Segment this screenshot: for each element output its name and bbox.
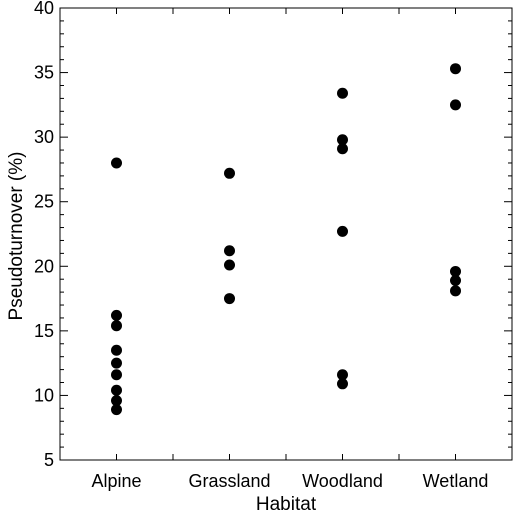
- data-point: [337, 87, 348, 99]
- data-point: [450, 285, 461, 297]
- data-point: [337, 369, 348, 381]
- data-points: [111, 63, 461, 416]
- y-axis-label: Pseudoturnover (%): [6, 152, 27, 321]
- y-tick-label: 30: [34, 127, 54, 147]
- data-point: [224, 245, 235, 257]
- y-tick-label: 10: [34, 385, 54, 405]
- y-tick-label: 35: [34, 63, 54, 83]
- data-point: [450, 274, 461, 286]
- data-point: [111, 404, 122, 416]
- data-point: [111, 384, 122, 396]
- data-point: [337, 225, 348, 237]
- x-tick-labels: Alpine Grassland Woodland Wetland: [91, 471, 488, 491]
- plot-frame: [59, 7, 513, 461]
- data-point: [224, 259, 235, 271]
- data-point: [111, 320, 122, 332]
- data-point: [337, 143, 348, 155]
- data-point: [337, 378, 348, 390]
- data-point: [450, 99, 461, 111]
- data-point: [450, 265, 461, 277]
- y-tick-label: 15: [34, 321, 54, 341]
- data-point: [111, 344, 122, 356]
- y-tick-label: 25: [34, 192, 54, 212]
- x-minor-ticks: [116, 8, 456, 460]
- y-tick-label: 40: [34, 0, 54, 18]
- x-tick-label: Alpine: [91, 471, 141, 491]
- data-point: [224, 167, 235, 179]
- y-tick-label: 5: [44, 450, 54, 470]
- x-tick-label: Woodland: [302, 471, 383, 491]
- data-point: [224, 293, 235, 305]
- data-point: [111, 357, 122, 369]
- data-point: [450, 63, 461, 75]
- data-point: [111, 309, 122, 321]
- x-tick-label: Grassland: [188, 471, 270, 491]
- data-point: [111, 395, 122, 407]
- x-axis-label: Habitat: [256, 494, 317, 515]
- y-ticks: [60, 7, 512, 461]
- x-tick-label: Wetland: [423, 471, 489, 491]
- data-point: [111, 369, 122, 381]
- y-tick-labels: 5 10 15 20 25 30 35 40: [34, 0, 54, 470]
- data-point: [337, 134, 348, 146]
- y-tick-label: 20: [34, 256, 54, 276]
- data-point: [111, 157, 122, 169]
